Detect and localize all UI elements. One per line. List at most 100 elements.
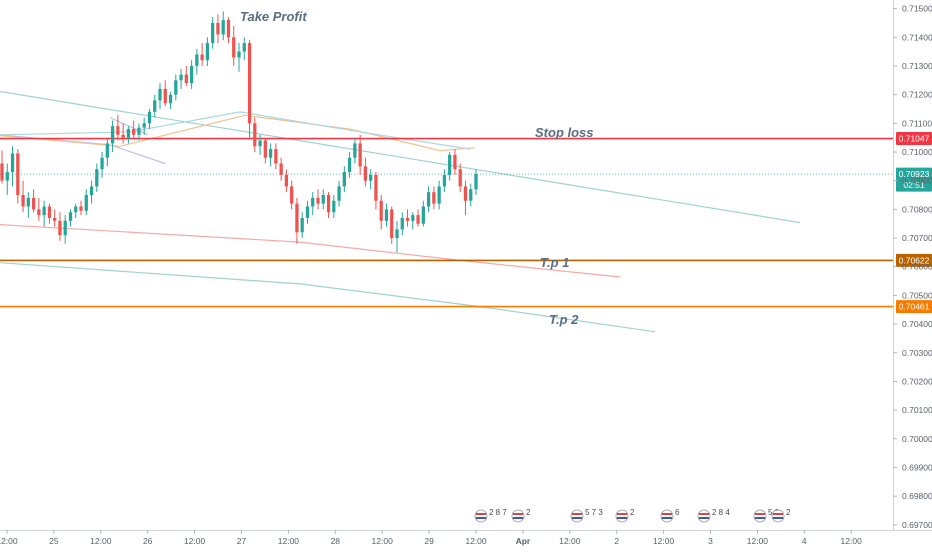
event-count: 6	[675, 508, 680, 517]
time-tick-label: 28	[331, 536, 341, 546]
time-tick-label: 12:00	[559, 536, 581, 546]
last-price-label: 0.70923	[899, 169, 930, 179]
flag-stripe	[699, 517, 709, 519]
annotation-label: T.p 2	[549, 312, 579, 327]
candle-body	[432, 192, 436, 204]
flag-stripe	[755, 517, 765, 519]
candle-body	[189, 65, 194, 84]
trend-line	[0, 114, 476, 152]
flag-stripe	[699, 513, 709, 515]
candle-body	[95, 169, 99, 187]
candle-body	[442, 174, 447, 187]
flag-stripe	[617, 513, 627, 515]
price-tick-label: 0.71200	[902, 90, 932, 100]
candle-body	[179, 74, 183, 81]
candle-body	[258, 140, 262, 147]
price-tick-label: 0.71300	[902, 61, 932, 71]
candle-body	[47, 206, 52, 218]
candle-body	[200, 54, 204, 61]
time-tick-label: 4	[802, 536, 807, 546]
annotation-label: T.p 1	[540, 255, 569, 270]
price-tick-label: 0.70100	[902, 405, 932, 415]
candle-body	[153, 100, 157, 112]
price-tick-label: 0.69900	[902, 462, 932, 472]
flag-stripe	[513, 517, 523, 519]
trend-line	[0, 90, 801, 224]
candle-body	[211, 22, 215, 44]
candle-body	[463, 186, 468, 201]
candle-body	[168, 94, 173, 104]
price-tick-label: 0.70900	[902, 176, 932, 186]
candle-body	[105, 143, 109, 158]
candle-body	[311, 197, 315, 207]
countdown-label: 02:51	[903, 180, 925, 190]
event-count: 2 8 7	[489, 508, 507, 517]
trend-line	[0, 262, 656, 333]
level-price-label: 0.71047	[899, 134, 930, 144]
event-marker: 2 8 4	[697, 508, 730, 523]
candle-body	[358, 143, 362, 167]
candle-body	[226, 20, 231, 38]
candle-body	[16, 153, 20, 196]
candle-body	[279, 163, 283, 175]
event-marker: 2	[771, 508, 791, 523]
candle-body	[116, 126, 120, 135]
candle-body	[216, 22, 220, 35]
time-tick-label: 12:00	[278, 536, 300, 546]
event-count: 2 8 4	[712, 508, 730, 517]
candle-body	[353, 143, 357, 158]
price-tick-label: 0.70600	[902, 262, 932, 272]
candle-body	[474, 174, 478, 190]
price-tick-label: 0.70400	[902, 319, 932, 329]
price-tick-label: 0.71400	[902, 32, 932, 42]
candle-body	[89, 186, 94, 196]
candle-body	[147, 111, 152, 124]
price-tick-label: 0.70300	[902, 348, 932, 358]
candle-body	[268, 149, 273, 158]
candle-body	[453, 154, 457, 170]
candle-body	[237, 51, 241, 58]
level-price-label: 0.70461	[899, 302, 930, 312]
time-tick-label: 12:00	[372, 536, 394, 546]
flag-icon	[660, 509, 674, 523]
price-tick-label: 0.69800	[902, 491, 932, 501]
candle-body	[42, 206, 46, 216]
candle-body	[379, 200, 383, 221]
price-tick-label: 0.71000	[902, 147, 932, 157]
candle-body	[290, 186, 294, 204]
candle-body	[469, 189, 473, 201]
flag-stripe	[773, 513, 783, 515]
candle-body	[448, 154, 452, 175]
candle-body	[284, 174, 289, 187]
candle-body	[74, 206, 78, 213]
flag-stripe	[662, 517, 672, 519]
candle-body	[121, 134, 125, 138]
time-tick-label: 12:00	[747, 536, 769, 546]
level-price-tag	[896, 300, 932, 314]
flag-icon	[570, 509, 584, 523]
last-price-tag	[896, 167, 932, 192]
candle-body	[332, 200, 336, 213]
candle-body	[416, 215, 420, 224]
event-count: 2	[526, 508, 531, 517]
time-tick-label: 12:00	[0, 536, 18, 546]
time-tick-label: 12:00	[184, 536, 206, 546]
event-marker: 5 7 3	[570, 508, 603, 523]
candle-body	[31, 197, 36, 210]
event-count: 2	[786, 508, 791, 517]
level-price-tag	[896, 253, 932, 267]
candle-body	[53, 217, 57, 221]
time-tick-label: 27	[237, 536, 247, 546]
flag-stripe	[755, 513, 765, 515]
candle-body	[274, 149, 278, 164]
candle-body	[426, 192, 431, 207]
candle-body	[369, 174, 373, 181]
candle-body	[158, 88, 162, 101]
price-tick-label: 0.70000	[902, 434, 932, 444]
candle-body	[390, 209, 394, 239]
candle-body	[174, 80, 178, 95]
candle-body	[326, 195, 331, 213]
